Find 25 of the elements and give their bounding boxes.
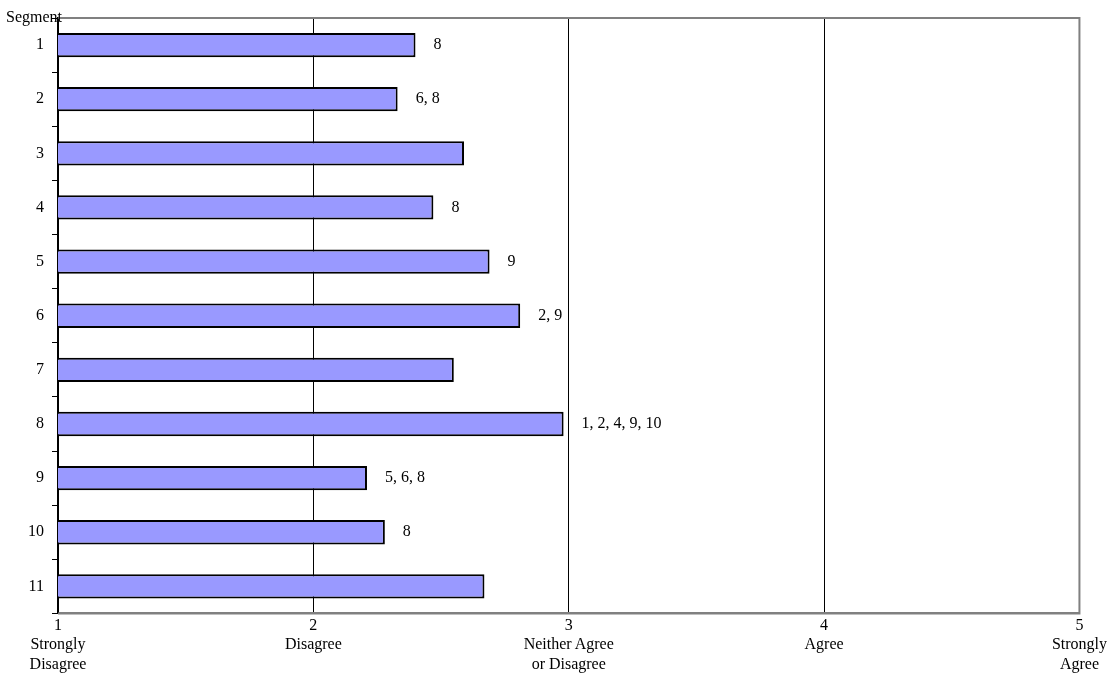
y-tick-label: 10: [28, 522, 44, 540]
y-tick-label: 7: [36, 360, 44, 378]
x-tick-label: 4 Agree: [804, 616, 844, 654]
y-tick-label: 8: [36, 414, 44, 432]
annotation: 8: [433, 35, 442, 53]
annotation: 2, 9: [538, 305, 563, 323]
y-tick-label: 4: [36, 197, 44, 215]
annotation: 8: [402, 522, 411, 540]
y-tick-label: 6: [36, 305, 44, 323]
annotation: 6, 8: [415, 89, 440, 107]
y-tick-label: 11: [28, 576, 44, 594]
annotation: 9: [507, 251, 516, 269]
y-tick-label: 2: [36, 89, 44, 107]
y-tick-label: 1: [36, 35, 44, 53]
x-tick-label: 1 Strongly Disagree: [29, 616, 87, 673]
y-tick-label: 3: [36, 143, 44, 161]
annotation: 1, 2, 4, 9, 10: [581, 414, 662, 432]
y-tick-label: 5: [36, 251, 44, 269]
x-tick-label: 2 Disagree: [284, 616, 342, 654]
y-axis-title: Segment: [6, 8, 63, 27]
x-tick-label: 5 Strongly Agree: [1051, 616, 1107, 673]
x-tick-label: 3 Neither Agree or Disagree: [523, 616, 614, 673]
y-tick-label: 9: [36, 468, 44, 486]
annotation: 8: [451, 197, 460, 215]
annotation: 5, 6, 8: [384, 468, 425, 486]
